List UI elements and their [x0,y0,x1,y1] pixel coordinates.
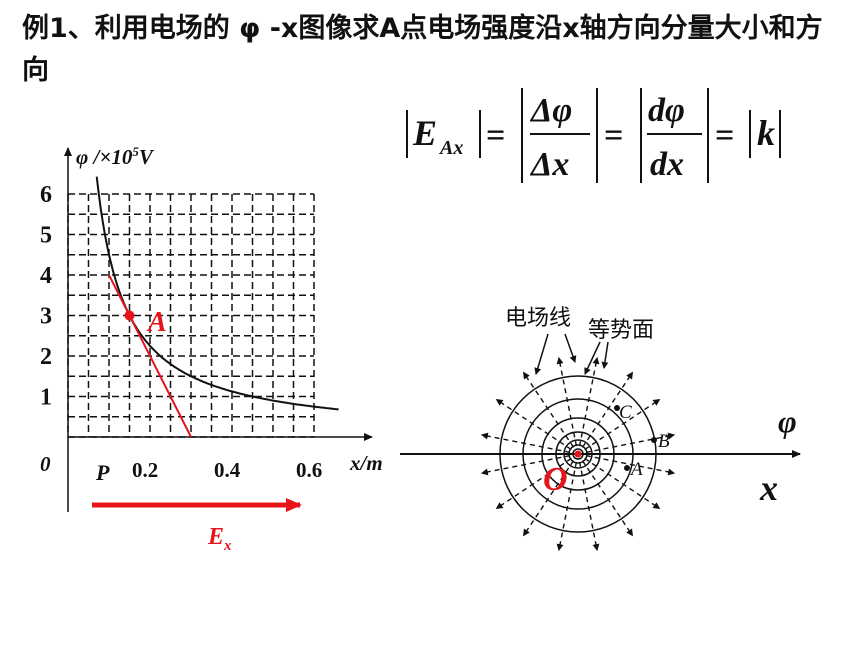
point-a-marker [624,465,630,471]
frac1-numerator: Δφ [529,92,572,129]
y-tick-labels: 1 2 3 4 5 6 [40,182,52,411]
equipotential-circle [499,375,657,533]
x-tick-label: 0.4 [214,458,241,482]
point-b-label: B [658,431,670,452]
field-line [522,371,575,448]
pointer-line [564,333,577,363]
point-b-marker [651,437,657,443]
y-tick-label: 3 [40,304,52,330]
pointer-line [601,341,609,369]
origin-label: 0 [40,452,51,476]
y-tick-label: 4 [40,263,52,289]
field-line [556,461,578,552]
equipotential-circle [568,444,588,464]
potential-curve [95,176,339,411]
p-label: P [95,460,110,485]
field-line [584,457,661,510]
equipotential-circle [555,431,601,477]
equals-sign: = [486,117,505,154]
field-line [578,356,600,447]
phi-x-graph: φ /×105V x/m 0 1 2 3 4 5 6 0.2 0.4 0.6 A P Ex [40,144,383,554]
phi-axis-label: φ [778,403,797,439]
point-c-marker [614,405,620,411]
formula-rhs: k [757,113,775,153]
x-tick-label: 0.2 [132,458,158,482]
field-line [495,457,572,510]
equipotential-circles [499,375,657,533]
field-label: Ex [207,524,232,554]
frac1-denominator: Δx [529,146,569,183]
point-a-marker [124,310,135,321]
field-diagram: 电场线 等势面 C B A O φ x [400,306,801,552]
field-line [584,398,661,451]
x-axis-label: x/m [349,451,383,475]
pointer-line [584,341,601,375]
origin-o-label: O [543,461,568,498]
formula-lhs: E [412,113,437,153]
field-line [556,356,578,447]
point-c-label: C [619,402,632,423]
tangent-line [108,274,192,438]
x-tick-label: 0.6 [296,458,322,482]
field-line [581,371,634,448]
frac2-denominator: dx [650,146,684,183]
charge-marker [574,450,582,458]
field-line [480,454,571,476]
field-line [495,398,572,451]
y-axis-label: φ /×105V [76,144,155,169]
equals-sign: = [604,117,623,154]
formula-lhs-sub: Ax [438,137,463,159]
x-tick-labels: 0.2 0.4 0.6 [132,458,322,482]
field-line [578,461,600,552]
equipotential-circle [541,417,615,491]
frac2-numerator: dφ [648,92,685,129]
x-axis-label-right: x [759,468,778,508]
equipotential-circle [563,439,593,469]
field-formula: E Ax = Δφ Δx = dφ dx = k [406,88,781,183]
field-line [585,432,676,454]
equipotential-circle [572,448,584,460]
problem-title: 例1、利用电场的 φ -x图像求A点电场强度沿x轴方向分量大小和方向 [22,13,823,86]
field-lines [480,356,676,552]
field-line [581,460,634,537]
y-tick-label: 5 [40,223,52,249]
field-line [480,432,571,454]
point-a-label: A [146,307,167,338]
equals-sign: = [715,117,734,154]
point-a-label: A [629,459,643,480]
y-tick-label: 6 [40,182,52,208]
equipotential-label: 等势面 [588,318,654,343]
y-tick-label: 1 [40,385,52,411]
field-line [585,454,676,476]
field-line-label: 电场线 [505,306,571,331]
pointer-line [534,333,549,375]
y-tick-label: 2 [40,344,52,370]
equipotential-circle [522,398,634,510]
field-line [522,460,575,537]
